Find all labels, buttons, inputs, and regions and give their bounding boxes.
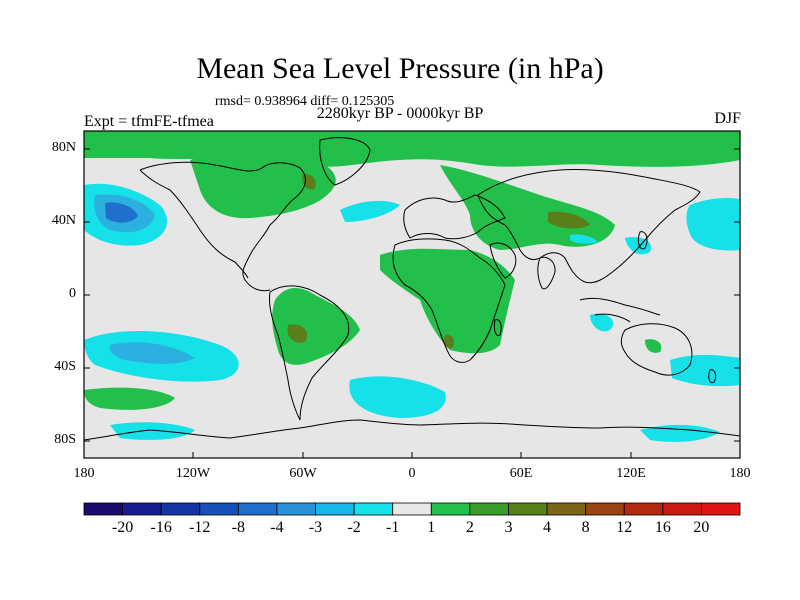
anomaly-south-america — [272, 288, 360, 365]
season-label: DJF — [714, 110, 741, 127]
colorbar-label: -2 — [347, 519, 361, 536]
x-label-60e: 60E — [509, 466, 533, 481]
colorbar-label: -3 — [308, 519, 323, 536]
coast-antarctica — [84, 419, 740, 441]
anomaly-australia-pos — [645, 339, 662, 353]
colorbar-label: -1 — [386, 519, 400, 536]
colorbar-swatch — [122, 502, 162, 516]
anomaly-n-atlantic-low — [340, 200, 400, 222]
stats-label: rmsd= 0.938964 diff= 0.125305 — [215, 94, 395, 109]
colorbar-swatch — [508, 502, 548, 516]
anomaly-south-america-core — [287, 324, 308, 343]
anomaly-africa-core — [443, 334, 455, 349]
colorbar-swatch — [662, 502, 702, 516]
map-title: Mean Sea Level Pressure (in hPa) — [196, 52, 604, 85]
colorbar-label: -16 — [150, 519, 172, 536]
x-label-0: 0 — [408, 466, 416, 481]
colorbar-label: -12 — [189, 519, 211, 536]
y-label-0: 0 — [69, 286, 76, 301]
anomaly-s-indian — [590, 313, 614, 332]
colorbar-label: 12 — [616, 519, 633, 536]
anomaly-japan — [625, 237, 651, 255]
coast-north-america — [139, 161, 306, 292]
x-label-120w: 120W — [175, 466, 211, 481]
colorbar-swatch — [392, 502, 432, 516]
period-label: 2280kyr BP - 0000kyr BP — [316, 105, 484, 122]
pressure-anomaly-field — [84, 131, 740, 442]
coast-indonesia — [579, 297, 661, 323]
colorbar-swatch — [237, 502, 278, 516]
experiment-label: Expt = tfmFE-tfmea — [84, 113, 214, 130]
anomaly-s-pacific-east — [670, 354, 740, 387]
y-label-80s: 80S — [54, 432, 76, 447]
anomaly-n-pacific-core — [105, 202, 138, 223]
colorbar-swatch — [623, 502, 664, 516]
colorbar-swatch — [430, 502, 471, 516]
coast-australia — [620, 323, 693, 376]
x-label-60w: 60W — [289, 466, 317, 481]
colorbar-swatch — [315, 502, 355, 516]
anomaly-antarctic-east — [640, 424, 720, 442]
anomaly-ne-pacific — [686, 197, 740, 251]
anomaly-s-atlantic — [349, 376, 446, 418]
colorbar-label: 2 — [465, 519, 474, 536]
coast-asia — [477, 168, 701, 284]
coast-south-america — [269, 285, 350, 421]
anomaly-n-atlantic — [190, 151, 336, 219]
colorbar-label: 3 — [504, 519, 513, 536]
y-label-40s: 40S — [54, 359, 76, 374]
anomaly-siberia — [440, 165, 615, 250]
x-label-180w: 180 — [73, 466, 95, 481]
anomaly-africa — [380, 248, 515, 354]
colorbar-label: -20 — [111, 519, 134, 536]
anomaly-asia-core — [548, 211, 590, 229]
y-label-40n: 40N — [51, 213, 76, 228]
anomaly-s-pacific-green — [84, 387, 175, 410]
colorbar-swatch — [199, 502, 239, 516]
colorbar-swatch — [160, 502, 201, 516]
colorbar — [83, 502, 741, 516]
anomaly-s-pacific-core — [109, 342, 195, 364]
colorbar-swatch — [83, 502, 123, 516]
coastlines — [84, 137, 740, 441]
coast-greenland — [319, 137, 371, 186]
coast-africa — [392, 238, 506, 363]
coast-new-zealand — [708, 369, 717, 384]
y-label-80n: 80N — [51, 140, 76, 155]
coast-arabia — [489, 242, 517, 279]
coast-japan — [637, 231, 648, 250]
colorbar-swatch — [701, 502, 741, 516]
anomaly-antarctic-neg — [110, 422, 195, 440]
colorbar-swatch — [353, 502, 394, 516]
colorbar-label: -8 — [231, 519, 245, 536]
y-ticks — [84, 148, 740, 442]
colorbar-label: 20 — [693, 519, 710, 536]
colorbar-label: -4 — [270, 519, 284, 536]
coast-india — [537, 256, 556, 290]
x-label-180e: 180 — [729, 466, 751, 481]
coast-europe — [403, 194, 506, 240]
colorbar-swatch — [276, 502, 316, 516]
x-label-120e: 120E — [616, 466, 646, 481]
colorbar-label: 1 — [427, 519, 436, 536]
colorbar-swatch — [585, 502, 625, 516]
coast-madagascar — [493, 319, 502, 337]
colorbar-swatch — [469, 502, 509, 516]
x-ticks — [83, 452, 741, 458]
colorbar-label: 4 — [543, 519, 552, 536]
anomaly-tibet-hole — [570, 234, 598, 244]
colorbar-swatch — [546, 502, 587, 516]
colorbar-label: 16 — [654, 519, 671, 536]
colorbar-label: 8 — [581, 519, 590, 536]
